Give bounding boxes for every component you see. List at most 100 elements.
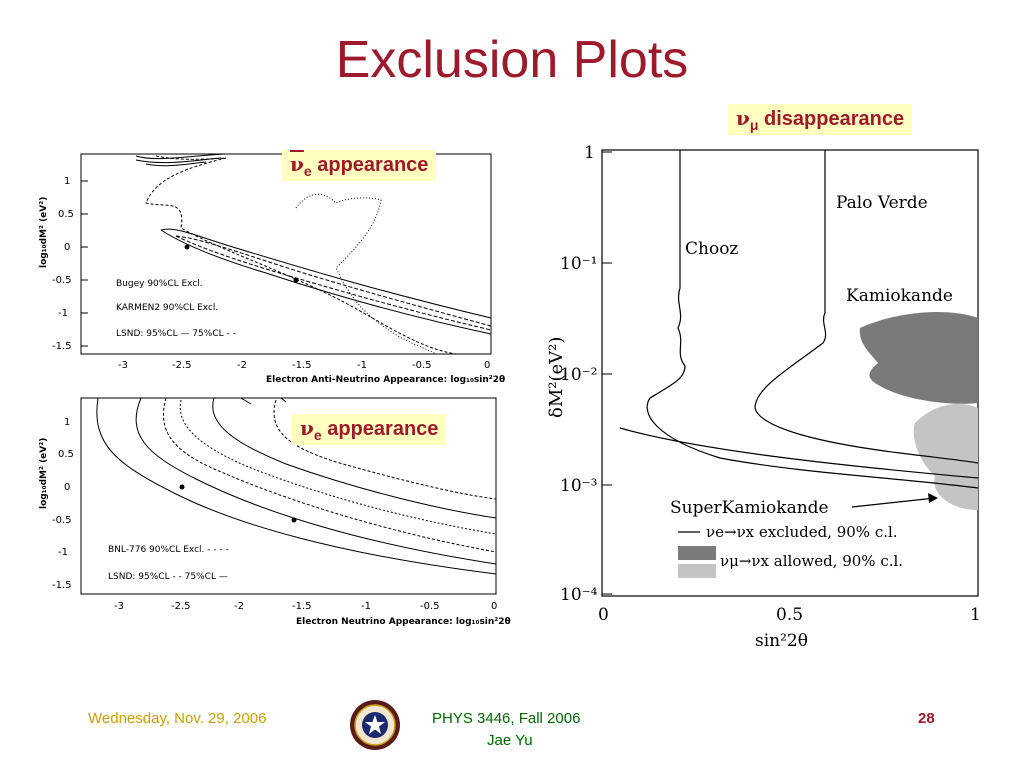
label-text: disappearance [758,108,905,130]
lsnd-75-curve [163,397,497,553]
legend-item: νe→νx excluded, 90% c.l. [706,523,898,541]
y-tick-label: 10⁻² [560,365,597,385]
best-fit-point [293,277,299,283]
karmen2-curve [145,155,457,355]
y-tick-label: 1 [64,417,70,428]
legend-item: BNL-776 90%CL Excl. - - - - [108,545,229,555]
nu-subscript: e [313,427,322,443]
y-tick-label: 10⁻³ [560,476,597,496]
x-tick-label: -0.5 [420,601,440,612]
best-fit-point [179,484,185,490]
bnl776-curve [96,397,497,575]
x-tick-label: 0 [598,605,609,625]
footer-author: Jae Yu [487,732,533,749]
x-tick-label: -2.5 [171,601,191,612]
plot-frame [80,397,497,595]
plot-anti-nue-appearance: 1 0.5 0 -0.5 -1 -1.5 -3 -2.5 -2 -1.5 -1 … [36,148,516,388]
exclusion-curves [135,153,492,355]
curve-5 [212,397,497,519]
y-ticks: 1 10⁻¹ 10⁻² 10⁻³ 10⁻⁴ [560,143,612,605]
y-tick-label: -0.5 [52,515,72,526]
lsnd-95-outer [160,228,492,319]
footer-date: Wednesday, Nov. 29, 2006 [88,710,267,727]
y-tick-label: -0.5 [52,275,72,286]
best-fit-point [184,244,190,250]
exclusion-curves [619,150,979,489]
slide-title: Exclusion Plots [335,31,689,89]
exclusion-curves [96,397,497,575]
nu-subscript: μ [749,117,759,133]
y-tick-label: -1 [58,308,68,319]
x-tick-label: 0.5 [776,605,803,625]
nu-symbol: ν [300,416,314,440]
y-tick-label: 0 [64,482,70,493]
lsnd-95-curve [179,399,497,535]
y-tick-label: 1 [584,143,595,163]
y-axis-label: log₁₀dM² (eV²) [39,197,49,268]
superkamiokande-arrow [851,497,936,508]
university-seal-icon [350,700,400,750]
x-tick-label: -2 [237,360,247,371]
legend-item: LSND: 95%CL - - 75%CL — [108,572,228,582]
x-ticks: -3 -2.5 -2 -1.5 -1 -0.5 0 [114,601,497,612]
y-tick-label: 1 [64,176,70,187]
plot-legend: Bugey 90%CL Excl. KARMEN2 90%CL Excl. LS… [116,279,236,339]
palo-verde-curve [754,150,979,464]
label-nue-appearance: νe appearance [292,414,447,445]
arrow-head [928,493,938,503]
curve-label-superkamiokande: SuperKamiokande [670,498,829,518]
x-tick-label: -2 [234,601,244,612]
plot-numu-disappearance: 1 10⁻¹ 10⁻² 10⁻³ 10⁻⁴ 0 0.5 1 sin²2θ δM²… [540,138,990,658]
superkamiokande-allowed-region [913,403,978,510]
y-axis-label: log₁₀dM² (eV²) [39,438,49,509]
best-fit-point [291,517,297,523]
plot-legend: BNL-776 90%CL Excl. - - - - LSND: 95%CL … [108,545,229,582]
lower-exclusion-curve [619,427,979,479]
curve-label-palo-verde: Palo Verde [836,193,928,213]
y-ticks: 1 0.5 0 -0.5 -1 -1.5 [52,176,88,352]
x-axis-label: Electron Anti-Neutrino Appearance: log₁₀… [266,375,505,385]
y-ticks: 1 0.5 0 -0.5 -1 -1.5 [52,417,74,591]
y-tick-label: -1 [58,547,68,558]
legend-item: Bugey 90%CL Excl. [116,279,203,289]
kamiokande-allowed-region [859,312,978,404]
x-axis-label: Electron Neutrino Appearance: log₁₀sin²2… [296,617,511,627]
plot-legend: νe→νx excluded, 90% c.l. νμ→νx allowed, … [678,523,903,578]
y-tick-label: 10⁻⁴ [560,585,598,605]
footer-course: PHYS 3446, Fall 2006 [432,710,581,727]
x-tick-label: -1 [361,601,371,612]
lsnd-95-inner [160,229,492,335]
x-tick-label: -1.5 [292,360,312,371]
x-tick-label: -1.5 [292,601,312,612]
page-number: 28 [918,710,935,727]
curve-label-kamiokande: Kamiokande [846,286,953,306]
legend-swatch-superkamiokande [678,564,716,578]
chooz-curve [646,150,979,489]
label-text: appearance [311,154,429,176]
curve-6 [273,399,497,500]
x-ticks: 0 0.5 1 [598,605,981,625]
x-tick-label: -1 [357,360,367,371]
bugey-curve [295,193,437,355]
nu-symbol: ν [736,106,750,130]
legend-item: KARMEN2 90%CL Excl. [116,303,218,313]
nu-symbol: ν [290,152,304,176]
x-axis-label: sin²2θ [755,631,808,651]
y-tick-label: -1.5 [52,341,72,352]
curve-7 [240,397,287,405]
nu-subscript: e [303,163,312,179]
x-ticks: -3 -2.5 -2 -1.5 -1 -0.5 0 [118,360,490,371]
y-tick-label: 0.5 [58,449,74,460]
y-tick-label: 0 [64,242,70,253]
curve-2 [135,397,497,565]
x-tick-label: -2.5 [172,360,192,371]
y-tick-label: 10⁻¹ [560,254,597,274]
y-axis-label: δM²(eV²) [546,337,567,418]
label-anti-nue-appearance: νe appearance [282,150,437,181]
x-tick-label: 1 [970,605,981,625]
x-tick-label: 0 [491,601,497,612]
legend-item: LSND: 95%CL — 75%CL - - [116,329,236,339]
x-tick-label: -3 [114,601,124,612]
x-tick-label: -0.5 [412,360,432,371]
x-tick-label: 0 [484,360,490,371]
